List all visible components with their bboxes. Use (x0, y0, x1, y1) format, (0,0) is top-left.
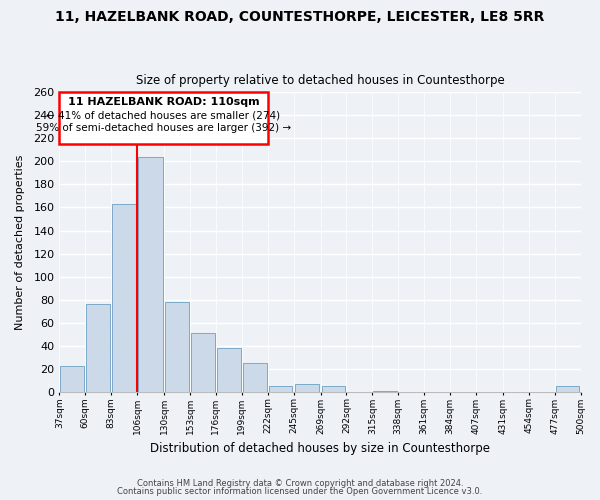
Bar (61, 366, 84, 392)
Bar (165, 302, 189, 392)
FancyBboxPatch shape (59, 92, 268, 144)
Bar (556, 386, 580, 392)
Bar (269, 386, 292, 392)
Bar (138, 157, 163, 392)
X-axis label: Distribution of detached houses by size in Countesthorpe: Distribution of detached houses by size … (150, 442, 490, 455)
Text: 59% of semi-detached houses are larger (392) →: 59% of semi-detached houses are larger (… (36, 124, 291, 134)
Y-axis label: Number of detached properties: Number of detached properties (15, 154, 25, 330)
Bar (112, 204, 136, 392)
Text: 11 HAZELBANK ROAD: 110sqm: 11 HAZELBANK ROAD: 110sqm (68, 97, 259, 107)
Text: Contains public sector information licensed under the Open Government Licence v3: Contains public sector information licen… (118, 487, 482, 496)
Bar (217, 348, 241, 392)
Text: ← 41% of detached houses are smaller (274): ← 41% of detached houses are smaller (27… (46, 111, 281, 121)
Bar (86, 304, 110, 392)
Text: Contains HM Land Registry data © Crown copyright and database right 2024.: Contains HM Land Registry data © Crown c… (137, 478, 463, 488)
Bar (191, 333, 215, 392)
Bar (243, 363, 266, 392)
Title: Size of property relative to detached houses in Countesthorpe: Size of property relative to detached ho… (136, 74, 505, 87)
Bar (295, 384, 319, 392)
Bar (322, 386, 346, 392)
Text: 11, HAZELBANK ROAD, COUNTESTHORPE, LEICESTER, LE8 5RR: 11, HAZELBANK ROAD, COUNTESTHORPE, LEICE… (55, 10, 545, 24)
Bar (373, 390, 397, 392)
